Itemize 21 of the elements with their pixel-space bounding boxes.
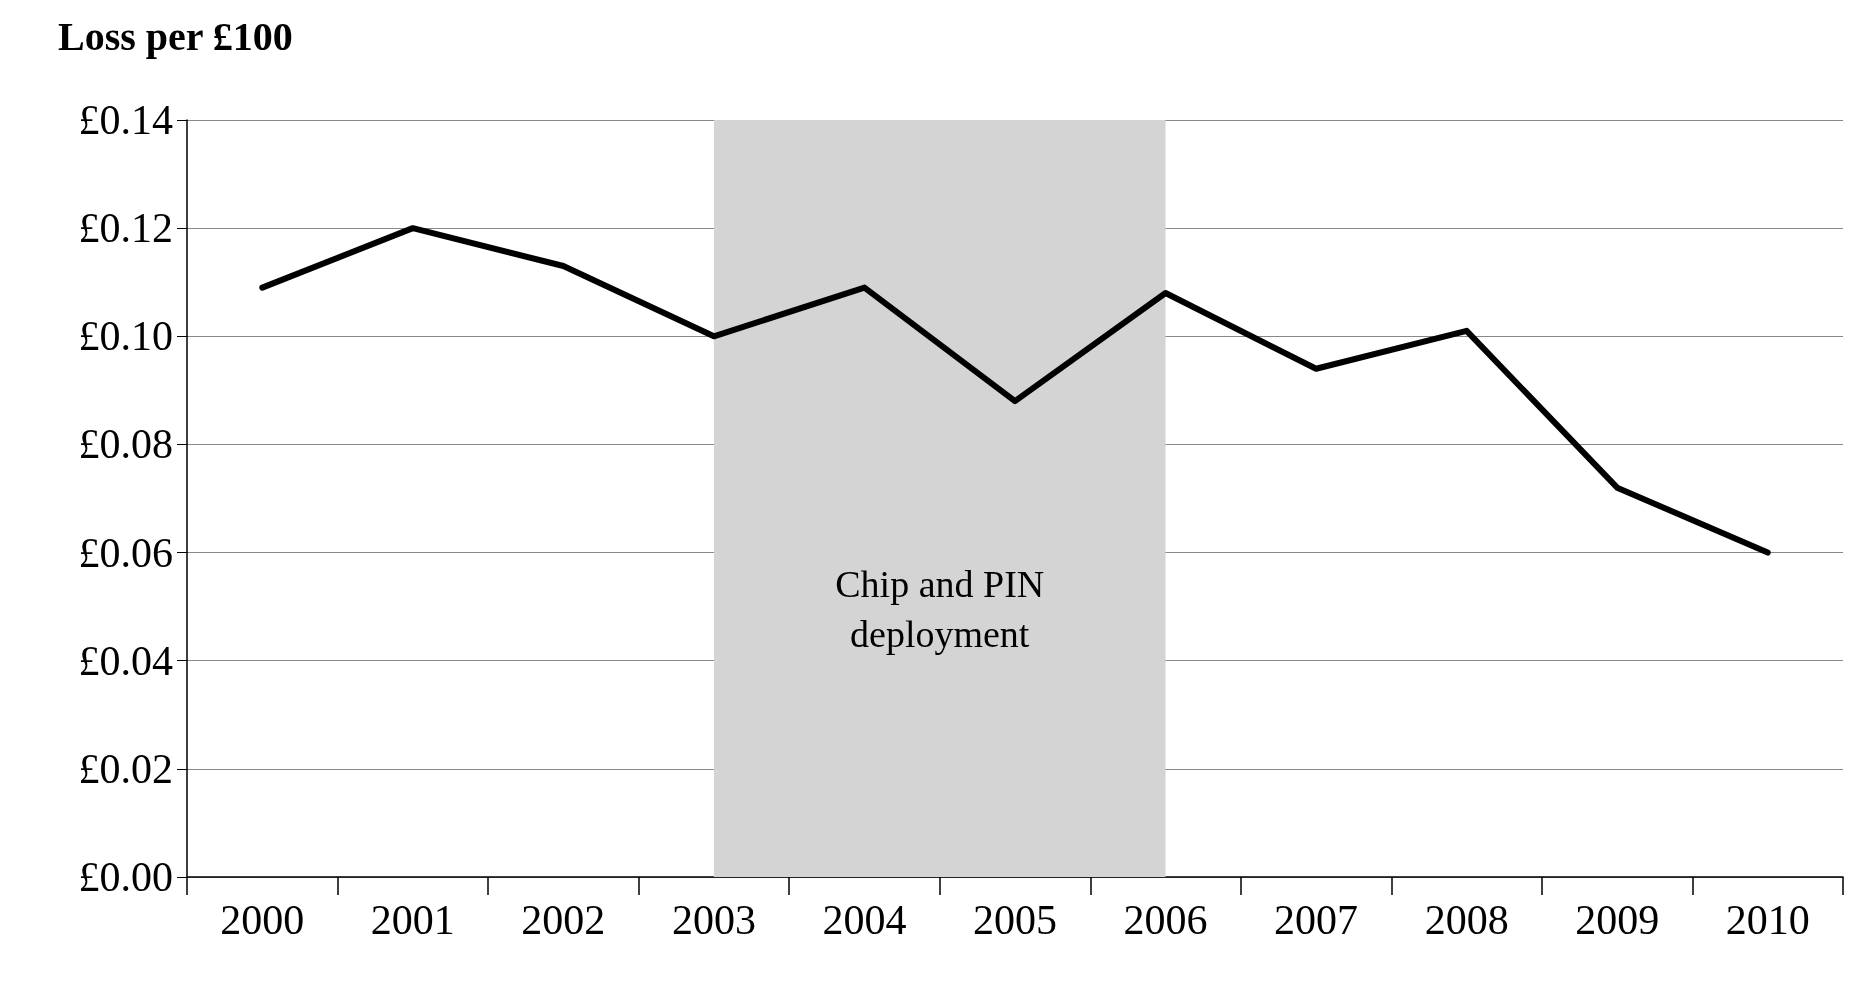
y-axis-title: Loss per £100 (58, 13, 293, 59)
y-tick-label: £0.00 (78, 854, 173, 900)
x-tick-label: 2004 (822, 897, 907, 943)
x-tick-label: 2006 (1123, 897, 1208, 943)
y-tick-label: £0.14 (78, 97, 173, 143)
x-tick-label: 2003 (671, 897, 756, 943)
y-tick-label: £0.02 (78, 745, 173, 792)
x-tick-label: 2002 (521, 897, 606, 943)
x-tick-label: 2001 (370, 897, 455, 943)
x-tick-label: 2007 (1274, 897, 1359, 943)
x-tick-label: 2008 (1424, 897, 1509, 943)
y-tick-label: £0.12 (78, 205, 173, 252)
x-tick-label: 2009 (1575, 897, 1660, 943)
band-label: Chip and PIN deployment (835, 562, 1045, 655)
x-tick-label: 2000 (220, 897, 305, 943)
y-tick-label: £0.08 (78, 421, 173, 468)
y-tick-label: £0.10 (78, 313, 173, 360)
x-tick-label: 2010 (1725, 897, 1810, 943)
x-tick-label: 2005 (973, 897, 1057, 943)
y-tick-label: £0.06 (78, 529, 173, 576)
y-tick-label: £0.04 (78, 637, 173, 684)
